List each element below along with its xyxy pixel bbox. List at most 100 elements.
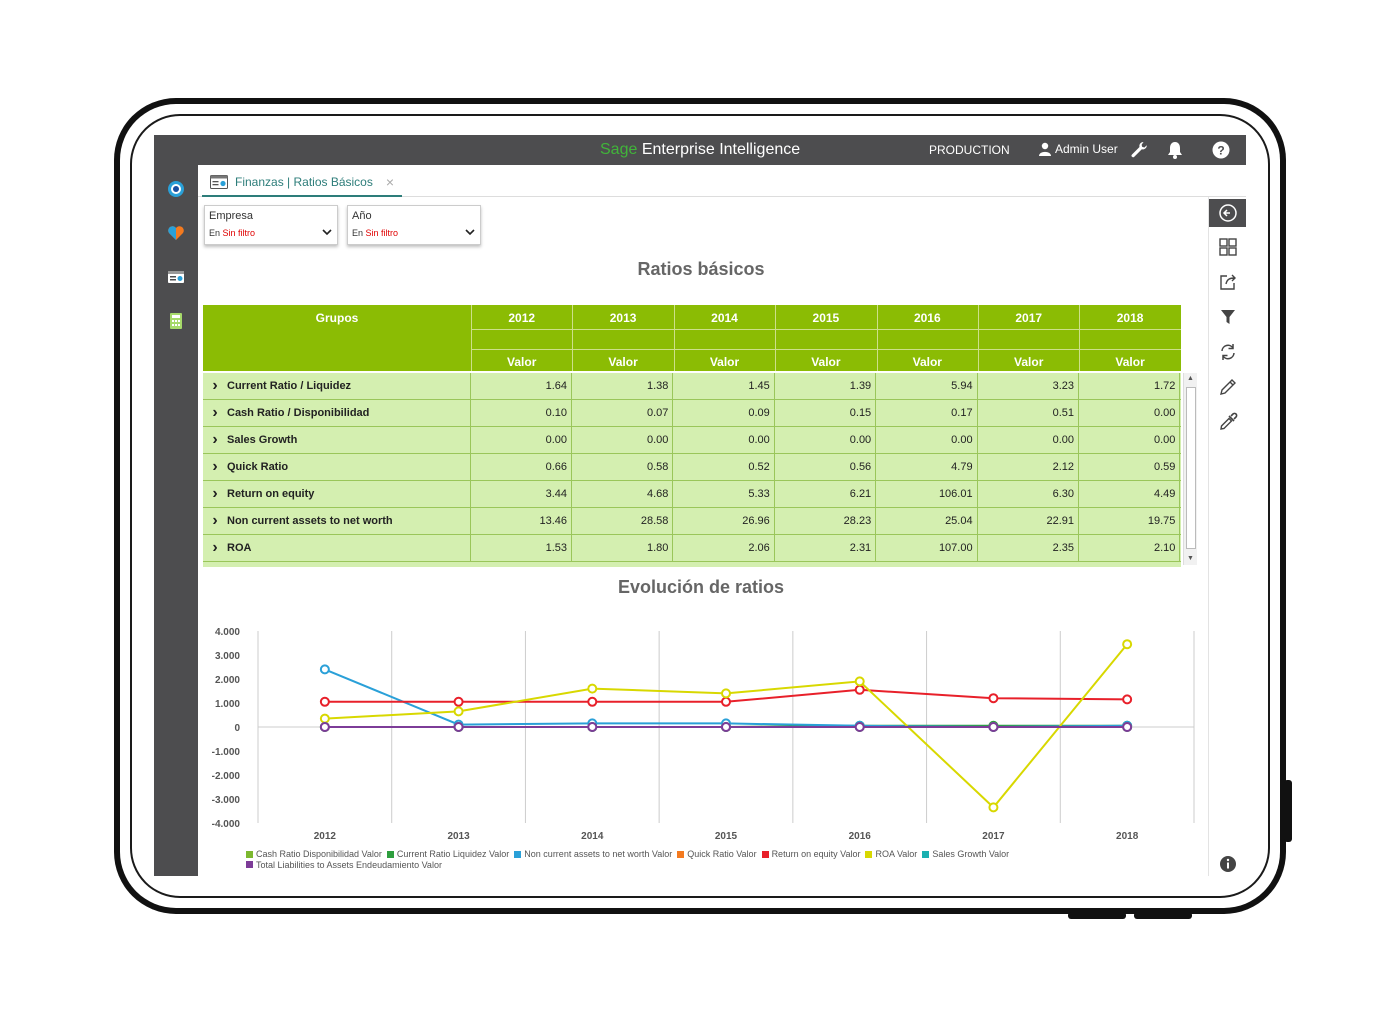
table-row[interactable]: › Non current assets to net worth 13.46 28.… <box>203 508 1181 535</box>
header-valor-2018[interactable]: Valor <box>1115 355 1145 369</box>
legend-item[interactable]: Current Ratio Liquidez Valor <box>386 849 509 859</box>
scroll-up-icon[interactable]: ▲ <box>1187 375 1194 382</box>
filter-icon[interactable] <box>1218 307 1238 327</box>
value-cell: 3.44 <box>471 481 572 507</box>
value-cell: 26.96 <box>674 508 775 534</box>
header-valor-2017[interactable]: Valor <box>1014 355 1044 369</box>
header-valor-2012[interactable]: Valor <box>507 355 537 369</box>
header-separator <box>673 305 675 371</box>
series-point <box>988 722 999 732</box>
header-year-2015[interactable]: 2015 <box>812 311 840 325</box>
table-row[interactable]: › Quick Ratio 0.66 0.58 0.52 0.56 4.79 2.12 0.59 <box>203 454 1181 481</box>
scroll-thumb[interactable] <box>1186 387 1196 549</box>
target-icon[interactable] <box>166 179 186 199</box>
x-tick-label: 2013 <box>447 831 470 842</box>
svg-text:?: ? <box>1217 144 1224 158</box>
series-point <box>988 693 999 704</box>
user-menu[interactable]: Admin User <box>1038 142 1118 156</box>
header-valor-2014[interactable]: Valor <box>709 355 740 369</box>
legend-label: Non current assets to net worth Valor <box>524 849 673 859</box>
legend-item[interactable]: Return on equity Valor <box>761 849 860 859</box>
filter-empresa[interactable]: Empresa En Sin filtro <box>204 205 338 245</box>
header-divider <box>471 329 1181 330</box>
table-row[interactable]: › Cash Ratio / Disponibilidad 0.10 0.07 0.09… <box>203 400 1181 427</box>
header-year-2012[interactable]: 2012 <box>508 311 536 325</box>
legend-item[interactable]: ROA Valor <box>865 849 917 859</box>
table-row[interactable]: › ROA 1.53 1.80 2.06 2.31 107.00 2.35 2.10 <box>203 535 1181 562</box>
y-tick-label: 1.000 <box>215 699 240 710</box>
grid-icon[interactable] <box>1218 237 1238 257</box>
row-name-cell[interactable]: › Quick Ratio <box>203 454 471 480</box>
header-grupos[interactable]: Grupos <box>203 305 471 371</box>
table-row[interactable]: › Sales Growth 0.00 0.00 0.00 0.00 0.00 0.00 0.0… <box>203 427 1181 454</box>
row-label: Return on equity <box>227 488 315 500</box>
chevron-right-icon[interactable]: › <box>212 539 218 556</box>
table-row-partial <box>203 562 1181 567</box>
row-name-cell[interactable]: › Current Ratio / Liquidez <box>203 373 471 399</box>
chevron-right-icon[interactable]: › <box>212 404 218 421</box>
value-cell: 1.80 <box>572 535 674 561</box>
filter-ano-label: Año <box>352 210 372 222</box>
value-cell: 0.52 <box>674 454 775 480</box>
help-icon[interactable]: ? <box>1211 140 1231 160</box>
header-separator <box>1079 305 1081 371</box>
legend-item[interactable]: Sales Growth Valor <box>922 849 1009 859</box>
chevron-right-icon[interactable]: › <box>212 512 218 529</box>
table-row[interactable]: › Return on equity 3.44 4.68 5.33 6.21 106.01 6… <box>203 481 1181 508</box>
chevron-right-icon[interactable]: › <box>212 431 218 448</box>
row-name-cell[interactable]: › ROA <box>203 535 471 561</box>
info-icon[interactable] <box>1218 854 1238 874</box>
header-year-2017[interactable]: 2017 <box>1015 311 1043 325</box>
filter-ano[interactable]: Año En Sin filtro <box>347 205 481 245</box>
bell-icon[interactable] <box>1165 140 1185 160</box>
row-name-cell[interactable]: › Non current assets to net worth <box>203 508 471 534</box>
dashboard-icon[interactable] <box>166 267 186 287</box>
header-year-2013[interactable]: 2013 <box>609 311 637 325</box>
row-name-cell[interactable]: › Return on equity <box>203 481 471 507</box>
legend-swatch <box>922 850 930 858</box>
value-cell: 0.66 <box>471 454 572 480</box>
scroll-down-icon[interactable]: ▼ <box>1187 555 1194 562</box>
table-scrollbar[interactable]: ▲ ▼ <box>1183 373 1197 565</box>
legend-swatch <box>246 861 253 868</box>
series-point <box>854 722 865 732</box>
value-cell: 4.68 <box>572 481 674 507</box>
eyedropper-icon[interactable] <box>1218 412 1238 432</box>
tab-finanzas-ratios[interactable]: Finanzas | Ratios Básicos × <box>202 169 403 197</box>
header-valor-2015[interactable]: Valor <box>811 355 841 369</box>
tab-close-button[interactable]: × <box>385 174 395 190</box>
row-name-cell[interactable]: › Cash Ratio / Disponibilidad <box>203 400 471 426</box>
collapse-panel-button[interactable] <box>1209 199 1246 227</box>
row-name-cell[interactable]: › Sales Growth <box>203 427 471 453</box>
header-valor-2013[interactable]: Valor <box>608 355 638 369</box>
refresh-icon[interactable] <box>1218 342 1238 362</box>
share-icon[interactable] <box>1218 272 1238 292</box>
environment-label: PRODUCTION <box>929 143 1010 157</box>
heart-icon[interactable] <box>166 223 186 243</box>
dashboard-tab-icon <box>210 175 228 189</box>
value-cell: 3.23 <box>978 373 1079 399</box>
chevron-right-icon[interactable]: › <box>212 485 218 502</box>
series-point <box>587 683 598 694</box>
chevron-right-icon[interactable]: › <box>212 458 218 475</box>
chevron-right-icon[interactable]: › <box>212 377 218 394</box>
header-year-2014[interactable]: 2014 <box>711 311 738 325</box>
header-year-2018[interactable]: 2018 <box>1116 311 1144 325</box>
table-row[interactable]: › Current Ratio / Liquidez 1.64 1.38 1.45 1.3… <box>203 373 1181 400</box>
header-valor-2016[interactable]: Valor <box>912 355 942 369</box>
legend-item[interactable]: Total Liabilities to Assets Endeudamient… <box>246 860 442 870</box>
calculator-icon[interactable] <box>166 311 186 331</box>
legend-item[interactable]: Quick Ratio Valor <box>677 849 757 859</box>
value-cell: 0.00 <box>471 427 572 453</box>
y-tick-label: -4.000 <box>212 819 241 830</box>
y-tick-label: -1.000 <box>212 747 241 758</box>
tab-label: Finanzas | Ratios Básicos <box>235 175 373 189</box>
header-year-2016[interactable]: 2016 <box>913 311 941 325</box>
tab-bar: Finanzas | Ratios Básicos × <box>198 165 1246 197</box>
legend-item[interactable]: Non current assets to net worth Valor <box>514 849 672 859</box>
pencil-icon[interactable] <box>1218 377 1238 397</box>
brand-sage: Sage <box>600 141 638 158</box>
legend-item[interactable]: Cash Ratio Disponibilidad Valor <box>246 849 382 859</box>
value-cell: 0.15 <box>775 400 877 426</box>
wrench-icon[interactable] <box>1129 140 1149 160</box>
